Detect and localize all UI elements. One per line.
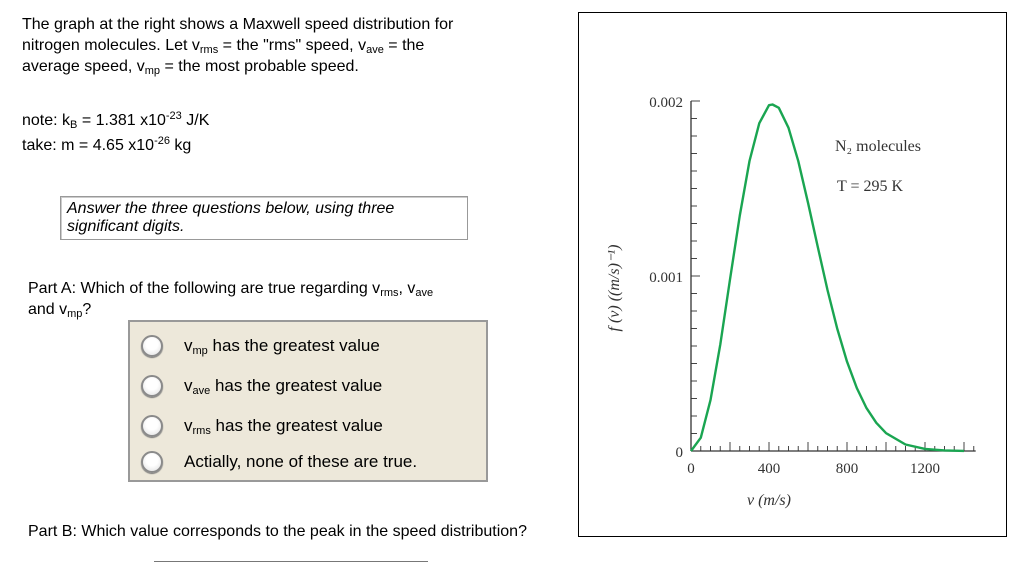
- option-vmp[interactable]: vmp has the greatest value: [130, 326, 380, 366]
- option-vave[interactable]: vave has the greatest value: [130, 366, 382, 406]
- x-tick-label: 800: [836, 461, 859, 477]
- y-axis-label: f (v) ((m/s)⁻¹): [606, 245, 623, 332]
- maxwell-distribution-chart: 0 400 800 1200 0 0.001 0.002 v (m/s) f (…: [606, 95, 976, 509]
- radio-button[interactable]: [141, 375, 163, 397]
- x-tick-label: 0: [687, 461, 695, 477]
- part-b-question: Part B: Which value corresponds to the p…: [28, 523, 527, 540]
- intro-line: average speed, vmp = the most probable s…: [22, 58, 359, 77]
- answer-options: vmp has the greatest value vave has the …: [128, 320, 488, 482]
- y-tick-label: 0: [676, 445, 684, 461]
- radio-button[interactable]: [141, 451, 163, 473]
- x-tick-label: 400: [758, 461, 781, 477]
- option-none[interactable]: Actially, none of these are true.: [130, 442, 417, 482]
- chart-frame: 0 400 800 1200 0 0.001 0.002 v (m/s) f (…: [578, 12, 1007, 537]
- x-axis-label: v (m/s): [747, 492, 791, 509]
- answer-input-line[interactable]: [154, 561, 428, 562]
- part-a-question: Part A: Which of the following are true …: [28, 280, 434, 320]
- distribution-curve: [690, 103, 965, 453]
- option-vrms[interactable]: vrms has the greatest value: [130, 406, 383, 446]
- intro-line: nitrogen molecules. Let vrms = the "rms"…: [22, 37, 425, 56]
- y-tick-label: 0.001: [649, 270, 683, 286]
- intro-text: The graph at the right shows a Maxwell s…: [22, 14, 552, 77]
- annotation-temperature: T = 295 K: [837, 178, 904, 195]
- radio-button[interactable]: [141, 415, 163, 437]
- annotation-molecules: N₂ molecules: [835, 138, 921, 155]
- constants-note: note: kB = 1.381 x10-23 J/K take: m = 4.…: [22, 110, 210, 155]
- intro-line: The graph at the right shows a Maxwell s…: [22, 16, 454, 33]
- x-tick-label: 1200: [910, 461, 940, 477]
- instruction-box: Answer the three questions below, using …: [60, 196, 468, 240]
- y-tick-label: 0.002: [649, 95, 683, 111]
- radio-button[interactable]: [141, 335, 163, 357]
